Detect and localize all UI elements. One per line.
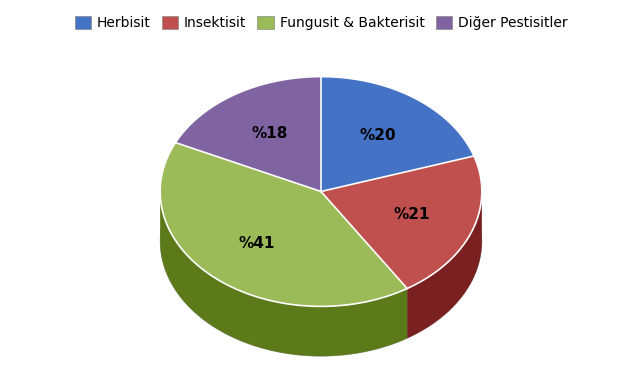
Ellipse shape [160,126,482,356]
Polygon shape [160,142,407,306]
Legend: Herbisit, Insektisit, Fungusit & Bakterisit, Diğer Pestisitler: Herbisit, Insektisit, Fungusit & Bakteri… [69,11,573,36]
Polygon shape [407,192,482,338]
Text: %20: %20 [360,128,396,143]
Polygon shape [321,156,482,288]
Text: %21: %21 [394,207,430,223]
Text: %41: %41 [239,236,275,251]
Text: %18: %18 [251,126,288,141]
Polygon shape [175,77,321,192]
Polygon shape [160,192,407,356]
Polygon shape [321,77,474,192]
